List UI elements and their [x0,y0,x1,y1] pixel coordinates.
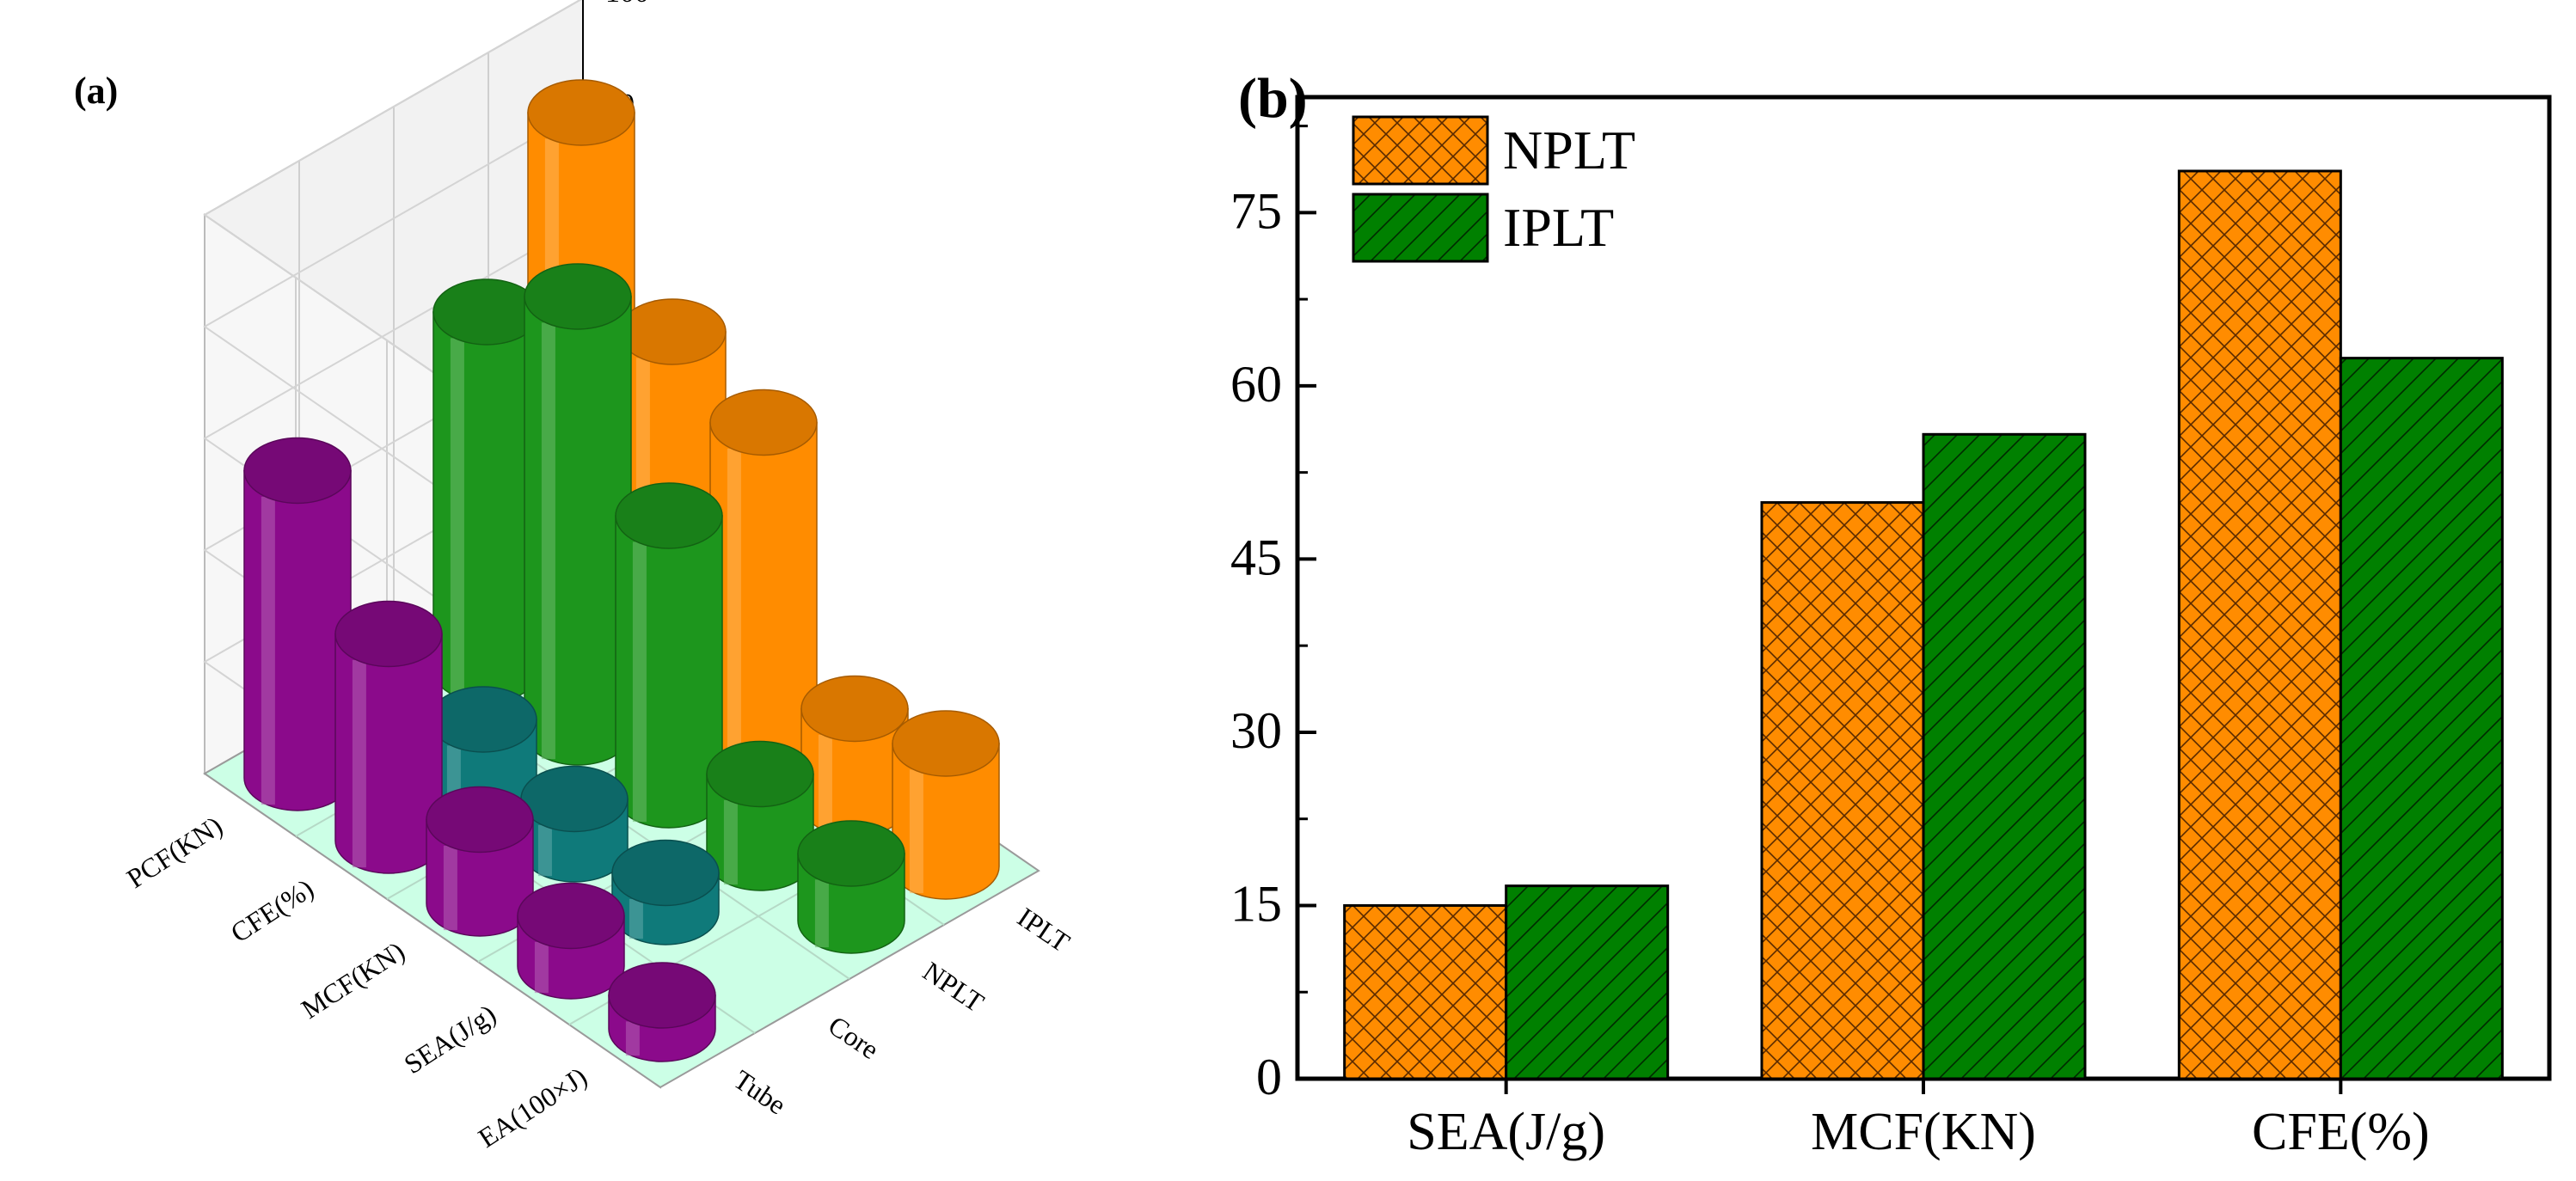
panel-a-3d-chart: (a) 020406080100 PCF(KN)CFE(%)MCF(KN)SEA… [74,0,1076,1153]
bar-top [334,600,443,668]
group-label: Core [823,1009,885,1065]
bar-top [706,740,814,808]
bar-top [426,786,534,854]
legend-label-nplt: NPLT [1503,119,1635,181]
x-tick-label: MCF(KN) [1811,1103,2036,1161]
panel-a-bars [243,79,1000,1062]
group-label: Tube [728,1063,792,1120]
bar-top [527,79,635,146]
bar-tube-PCF(KN) [243,437,352,811]
bar-top [709,389,818,456]
bar-iplt-CFE(%) [2339,357,2504,1080]
bar-tube-MCF(KN) [426,786,534,937]
bar-nplt-PCF(KN) [432,278,541,703]
panel-b-x-axis: SEA(J/g) MCF(KN) CFE(%) [1407,1079,2430,1161]
bar-core-MCF(KN) [520,765,629,883]
y-tick-label: 60 [1230,356,1282,413]
group-label: IPLT [1012,901,1076,958]
z-tick-label: 100 [605,0,649,9]
bar-iplt-EA(100×J) [892,710,1000,900]
category-label: EA(100×J) [473,1061,592,1153]
bar-top [243,437,352,505]
y-tick-label: 45 [1230,529,1282,585]
y-tick-label: 15 [1230,875,1282,932]
bar-top [517,882,625,950]
group-label: NPLT [917,955,990,1018]
bar-top [892,710,1000,777]
panel-a-label: (a) [74,70,118,112]
panel-b-bars [1343,169,2504,1080]
bar-tube-SEA(J/g) [517,882,625,1000]
x-tick-label: SEA(J/g) [1407,1103,1605,1161]
bar-top [429,686,537,753]
bar-top [797,820,905,887]
bar-iplt-MCF(KN) [709,389,818,774]
legend-swatch-nplt [1352,115,1489,186]
bar-nplt-CFE(%) [524,263,632,766]
category-label: CFE(%) [225,872,319,948]
bar-top [524,263,632,330]
category-label: PCF(KN) [121,810,228,894]
bar-top [608,962,716,1029]
y-tick-label: 75 [1230,182,1282,239]
bar-top [800,675,909,743]
bar-top [618,298,727,365]
bar-nplt-MCF(KN) [1760,501,1925,1080]
bar-iplt-SEA(J/g) [800,675,909,837]
bar-tube-EA(100×J) [608,962,716,1062]
bar-top [611,839,720,907]
y-tick-label: 30 [1230,702,1282,759]
bar-nplt-EA(100×J) [797,820,905,954]
bar-nplt-SEA(J/g) [1343,903,1508,1080]
legend-label-iplt: IPLT [1503,197,1614,258]
panel-b-label: (b) [1238,67,1308,130]
bar-nplt-CFE(%) [2177,169,2342,1080]
bar-tube-CFE(%) [334,600,443,874]
bar-iplt-MCF(KN) [1922,432,2087,1080]
x-tick-label: CFE(%) [2252,1103,2430,1161]
panel-b-legend: NPLT IPLT [1352,115,1635,263]
panel-b-bar-chart: 0 15 30 45 60 75 SEA(J/g) MCF(KN) CFE(%) NPLT IP… [1230,67,2552,1161]
bar-top [520,765,629,833]
panel-b-y-axis: 0 15 30 45 60 75 [1230,125,1316,1105]
legend-swatch-iplt [1352,193,1489,263]
category-label: MCF(KN) [296,935,410,1025]
bar-core-SEA(J/g) [611,839,720,945]
bar-iplt-SEA(J/g) [1505,884,1670,1080]
bar-top [615,482,723,549]
category-label: SEA(J/g) [398,998,501,1080]
y-tick-label: 0 [1256,1049,1282,1105]
